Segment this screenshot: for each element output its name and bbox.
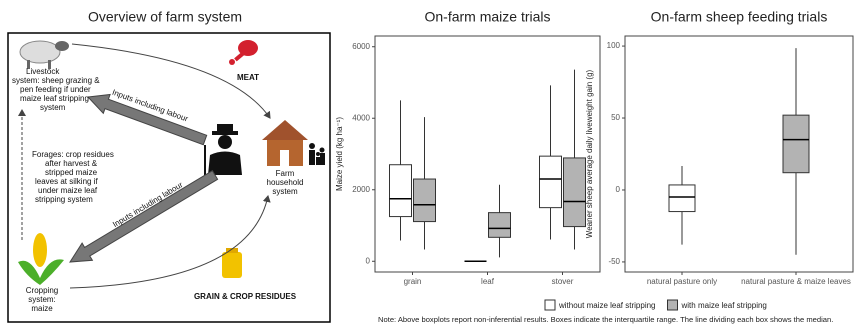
box [564, 158, 586, 227]
cropping-label: Cropping [26, 286, 58, 295]
x-tick-label: grain [404, 277, 422, 286]
chart-title: On-farm maize trials [424, 9, 550, 25]
farmer-icon [205, 124, 242, 175]
legend-label: without maize leaf stripping [558, 301, 656, 310]
diagram: Overview of farm system [8, 9, 330, 322]
y-tick-label: 50 [611, 113, 620, 122]
forages-label: after harvest & [45, 159, 98, 168]
x-tick-label: stover [552, 277, 574, 286]
livestock-label: Livestock [26, 67, 60, 76]
box [489, 213, 511, 238]
x-tick-label: natural pasture & maize leaves [741, 277, 851, 286]
y-tick-label: 0 [616, 185, 621, 194]
y-axis-label: Maize yield (kg ha⁻¹) [335, 117, 344, 191]
box [414, 179, 436, 222]
y-tick-label: 2000 [352, 185, 370, 194]
forages-label: stripped maize [45, 168, 98, 177]
household-label: Farm [276, 169, 295, 178]
box [783, 115, 809, 173]
y-tick-label: 100 [607, 41, 621, 50]
plot-frame [375, 36, 600, 272]
sheep-icon [20, 41, 69, 69]
y-tick-label: 4000 [352, 113, 370, 122]
family-icon [309, 143, 325, 165]
household-label: system [272, 187, 298, 196]
y-tick-label: -50 [608, 257, 620, 266]
meat-icon [229, 40, 258, 65]
plot-frame [625, 36, 853, 272]
meat-label: MEAT [237, 73, 259, 82]
chart-title: On-farm sheep feeding trials [651, 9, 828, 25]
livestock-label: system: sheep grazing & [12, 76, 100, 85]
note: Note: Above boxplots report non-inferent… [378, 315, 833, 324]
forages-label: leaves at silking if [35, 177, 98, 186]
grain-label: GRAIN & CROP RESIDUES [194, 292, 297, 301]
figure: Overview of farm system [0, 0, 854, 328]
box [669, 185, 695, 212]
forages-label: stripping system [35, 195, 93, 204]
cropping-label: maize [31, 304, 53, 313]
y-tick-label: 0 [366, 256, 371, 265]
legend-swatch [668, 300, 678, 310]
diagram-title: Overview of farm system [88, 9, 242, 25]
y-axis-label: Weaner sheep average daily liveweight ga… [585, 69, 594, 238]
x-tick-label: natural pasture only [647, 277, 717, 286]
livestock-label: system [40, 103, 66, 112]
house-icon [262, 120, 308, 166]
cropping-label: system: [28, 295, 56, 304]
grain-bag-icon [222, 248, 242, 278]
corn-icon [18, 233, 64, 285]
household-label: household [267, 178, 304, 187]
forages-label: under maize leaf [38, 186, 98, 195]
livestock-label: maize leaf stripping [20, 94, 89, 103]
box [540, 156, 562, 207]
forages-label: Forages: crop residues [32, 150, 114, 159]
x-tick-label: leaf [481, 277, 495, 286]
legend-label: with maize leaf stripping [681, 301, 767, 310]
legend-swatch [545, 300, 555, 310]
livestock-label: pen feeding if under [20, 85, 91, 94]
y-tick-label: 6000 [352, 42, 370, 51]
box [390, 165, 412, 217]
